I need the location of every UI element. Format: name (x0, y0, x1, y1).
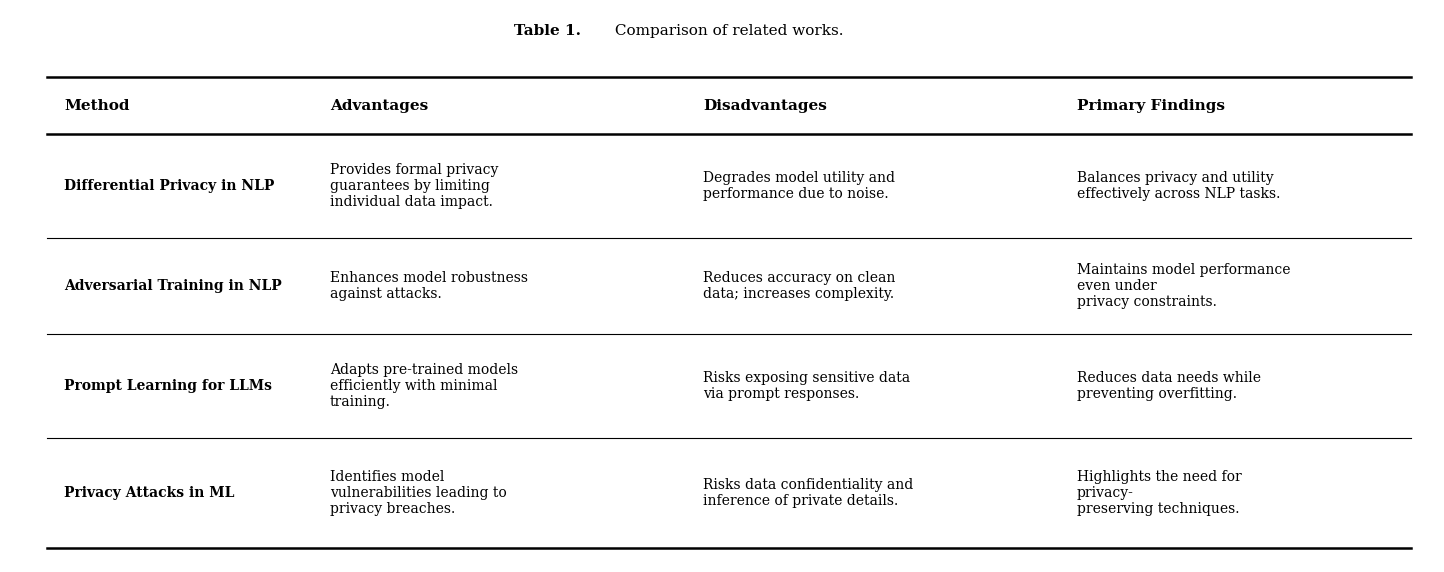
Text: Identifies model
vulnerabilities leading to
privacy breaches.: Identifies model vulnerabilities leading… (331, 470, 507, 517)
Text: Adversarial Training in NLP: Adversarial Training in NLP (65, 279, 282, 293)
Text: Enhances model robustness
against attacks.: Enhances model robustness against attack… (331, 271, 529, 301)
Text: Highlights the need for
privacy-
preserving techniques.: Highlights the need for privacy- preserv… (1077, 470, 1242, 517)
Text: Degrades model utility and
performance due to noise.: Degrades model utility and performance d… (703, 171, 895, 201)
Text: Risks data confidentiality and
inference of private details.: Risks data confidentiality and inference… (703, 478, 914, 509)
Text: Risks exposing sensitive data
via prompt responses.: Risks exposing sensitive data via prompt… (703, 371, 911, 401)
Text: Comparison of related works.: Comparison of related works. (609, 24, 843, 38)
Text: Method: Method (65, 98, 130, 113)
Text: Adapts pre-trained models
efficiently with minimal
training.: Adapts pre-trained models efficiently wi… (331, 363, 518, 409)
Text: Disadvantages: Disadvantages (703, 98, 827, 113)
Text: Table 1.: Table 1. (514, 24, 580, 38)
Text: Reduces data needs while
preventing overfitting.: Reduces data needs while preventing over… (1077, 371, 1261, 401)
Text: Prompt Learning for LLMs: Prompt Learning for LLMs (65, 379, 273, 393)
Text: Advantages: Advantages (331, 98, 429, 113)
Text: Primary Findings: Primary Findings (1077, 98, 1225, 113)
Text: Differential Privacy in NLP: Differential Privacy in NLP (65, 179, 274, 193)
Text: Balances privacy and utility
effectively across NLP tasks.: Balances privacy and utility effectively… (1077, 171, 1279, 201)
Text: Provides formal privacy
guarantees by limiting
individual data impact.: Provides formal privacy guarantees by li… (331, 163, 498, 209)
Text: Maintains model performance
even under
privacy constraints.: Maintains model performance even under p… (1077, 263, 1289, 309)
Text: Privacy Attacks in ML: Privacy Attacks in ML (65, 486, 235, 500)
Text: Reduces accuracy on clean
data; increases complexity.: Reduces accuracy on clean data; increase… (703, 271, 895, 301)
